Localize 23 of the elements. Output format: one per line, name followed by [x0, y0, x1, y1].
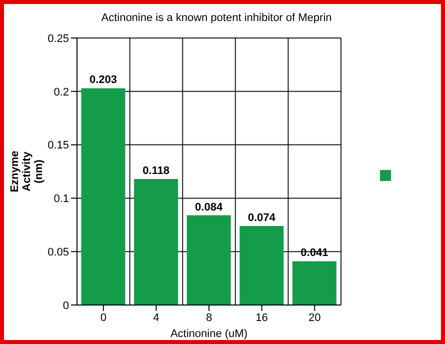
data-label: 0.084 — [195, 201, 224, 214]
y-tick-label: 0.15 — [48, 140, 69, 152]
x-axis-title: Actinonine (uM) — [170, 328, 248, 340]
data-label: 0.203 — [89, 74, 117, 86]
x-tick-label: 20 — [308, 312, 321, 324]
bar — [81, 88, 126, 305]
bar — [186, 215, 231, 305]
bar — [134, 178, 178, 305]
x-tick-label: 4 — [153, 312, 160, 324]
data-label: 0.074 — [248, 212, 276, 224]
y-tick-label: 0.2 — [54, 86, 69, 98]
x-tick-label: 8 — [206, 312, 212, 324]
y-tick-label: 0.05 — [48, 246, 69, 259]
y-tick-label: 0.1 — [54, 193, 69, 206]
y-axis-title: Eznyme Activity (nm) — [9, 150, 45, 192]
chart-title: Actinonine is a known potent inhibitor of Meprin — [101, 12, 332, 24]
bar — [240, 226, 284, 305]
y-tick-label: 0.25 — [48, 32, 69, 45]
x-tick-label: 16 — [256, 312, 268, 324]
x-tick-label: 0 — [100, 312, 106, 324]
bar — [292, 261, 336, 305]
y-tick-label: 0 — [62, 300, 69, 312]
data-label: 0.118 — [142, 164, 170, 177]
